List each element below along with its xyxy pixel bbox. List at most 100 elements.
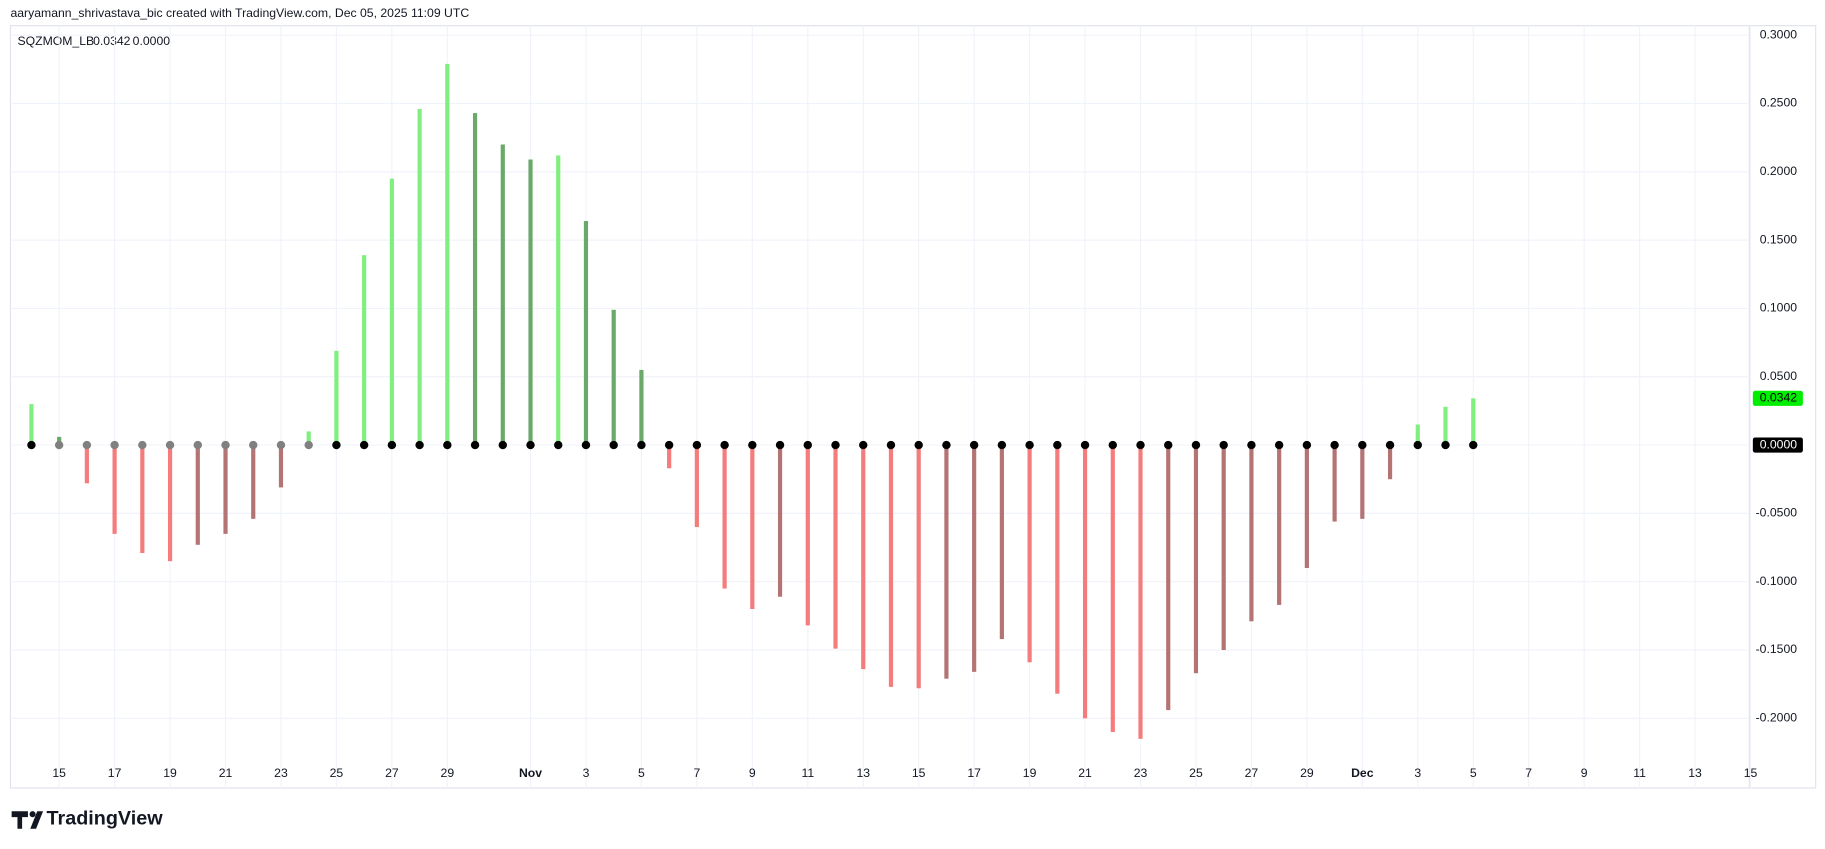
squeeze-dot bbox=[470, 440, 480, 450]
squeeze-dot bbox=[498, 440, 507, 450]
squeeze-dot bbox=[359, 440, 369, 450]
legend-value: 0.0342 bbox=[93, 34, 131, 48]
y-tick-label: -0.0500 bbox=[1756, 506, 1798, 520]
squeeze-dot bbox=[221, 440, 230, 450]
squeeze-dot bbox=[914, 440, 923, 450]
squeeze-dot bbox=[1080, 440, 1090, 450]
logo-icon bbox=[11, 811, 44, 829]
bar bbox=[362, 255, 367, 446]
bar bbox=[112, 445, 117, 534]
squeeze-dot bbox=[526, 440, 535, 450]
squeeze-dot bbox=[110, 440, 119, 450]
x-tick-label: 27 bbox=[1245, 766, 1259, 780]
bar bbox=[1110, 445, 1115, 732]
x-tick-label: 3 bbox=[583, 766, 590, 780]
bar bbox=[472, 113, 478, 446]
bar bbox=[1193, 445, 1199, 674]
squeeze-dot bbox=[831, 440, 840, 450]
squeeze-dot bbox=[1164, 440, 1173, 450]
x-tick-label: 17 bbox=[967, 766, 981, 780]
x-tick-label: 21 bbox=[1078, 766, 1092, 780]
bar bbox=[972, 445, 977, 672]
x-tick-label: 7 bbox=[1525, 766, 1532, 780]
bar bbox=[1249, 445, 1254, 622]
y-tick-label: 0.3000 bbox=[1760, 27, 1798, 41]
price-badge bbox=[1752, 437, 1803, 453]
bar bbox=[1221, 445, 1226, 650]
bar bbox=[1471, 398, 1476, 446]
x-tick-label: 19 bbox=[163, 766, 177, 780]
squeeze-dot bbox=[1441, 440, 1450, 450]
logo-text: TradingView bbox=[47, 808, 164, 830]
bar bbox=[694, 445, 699, 528]
x-tick-label: 29 bbox=[441, 766, 455, 780]
squeeze-dot bbox=[54, 440, 64, 450]
price-badge-label: 0.0342 bbox=[1760, 391, 1798, 405]
bar bbox=[611, 309, 616, 446]
bar bbox=[1360, 445, 1365, 519]
squeeze-dot bbox=[997, 440, 1007, 450]
bar bbox=[833, 445, 838, 649]
frame bbox=[9, 25, 1817, 789]
squeeze-dot bbox=[193, 440, 202, 450]
squeeze-dot bbox=[803, 440, 812, 450]
squeeze-dot bbox=[1469, 440, 1478, 450]
bar bbox=[583, 221, 589, 446]
bar bbox=[29, 404, 34, 446]
squeeze-dot bbox=[1219, 440, 1228, 450]
bar bbox=[167, 445, 173, 562]
squeeze-dot bbox=[1274, 440, 1284, 450]
squeeze-dot bbox=[1385, 440, 1395, 450]
x-tick-label: 19 bbox=[1023, 766, 1037, 780]
squeeze-dot bbox=[1108, 440, 1117, 450]
x-tick-label: 29 bbox=[1300, 766, 1314, 780]
squeeze-dot bbox=[664, 440, 674, 450]
squeeze-dot bbox=[886, 440, 896, 450]
x-tick-label: 23 bbox=[1134, 766, 1148, 780]
y-tick-label: 0.2500 bbox=[1760, 96, 1798, 110]
squeeze-dot bbox=[748, 440, 757, 450]
x-tick-label: 15 bbox=[912, 766, 926, 780]
y-tick-label: 0.1000 bbox=[1760, 301, 1798, 315]
bar bbox=[556, 155, 561, 446]
x-tick-label: 11 bbox=[1633, 766, 1646, 780]
x-tick-label: 15 bbox=[1744, 766, 1758, 780]
squeeze-dot bbox=[276, 440, 286, 450]
bar bbox=[445, 63, 450, 446]
bar bbox=[1415, 424, 1420, 446]
x-tick-label: 5 bbox=[638, 766, 645, 780]
bar bbox=[278, 445, 284, 488]
bar bbox=[334, 350, 339, 446]
squeeze-dot bbox=[82, 440, 92, 450]
bar bbox=[888, 445, 894, 687]
squeeze-dot bbox=[304, 440, 313, 450]
x-tick-label: 21 bbox=[219, 766, 233, 780]
squeeze-dot bbox=[859, 440, 868, 450]
bar bbox=[195, 445, 200, 545]
legend-title: SQZMOM_LB bbox=[17, 34, 94, 48]
squeeze-dot bbox=[1136, 440, 1145, 450]
squeeze-dot bbox=[138, 440, 147, 450]
x-tick-label: 5 bbox=[1470, 766, 1477, 780]
squeeze-dot bbox=[1413, 440, 1422, 450]
bar bbox=[1027, 445, 1032, 663]
x-tick-label: 25 bbox=[330, 766, 344, 780]
bar bbox=[667, 445, 672, 469]
bar bbox=[916, 445, 921, 689]
bar bbox=[251, 445, 256, 519]
bar bbox=[805, 445, 810, 626]
bar bbox=[84, 445, 89, 484]
x-tick-label: 17 bbox=[108, 766, 122, 780]
bar bbox=[639, 369, 644, 446]
bar bbox=[417, 108, 422, 446]
bar bbox=[777, 445, 783, 597]
y-tick-label: 0.1500 bbox=[1760, 232, 1798, 246]
bar bbox=[1332, 445, 1337, 522]
bar bbox=[1443, 406, 1448, 446]
logo-dot bbox=[29, 811, 36, 818]
bar bbox=[500, 144, 505, 446]
bar bbox=[999, 445, 1004, 640]
legend-value: 0.0000 bbox=[133, 34, 171, 48]
squeeze-dot bbox=[775, 440, 785, 450]
